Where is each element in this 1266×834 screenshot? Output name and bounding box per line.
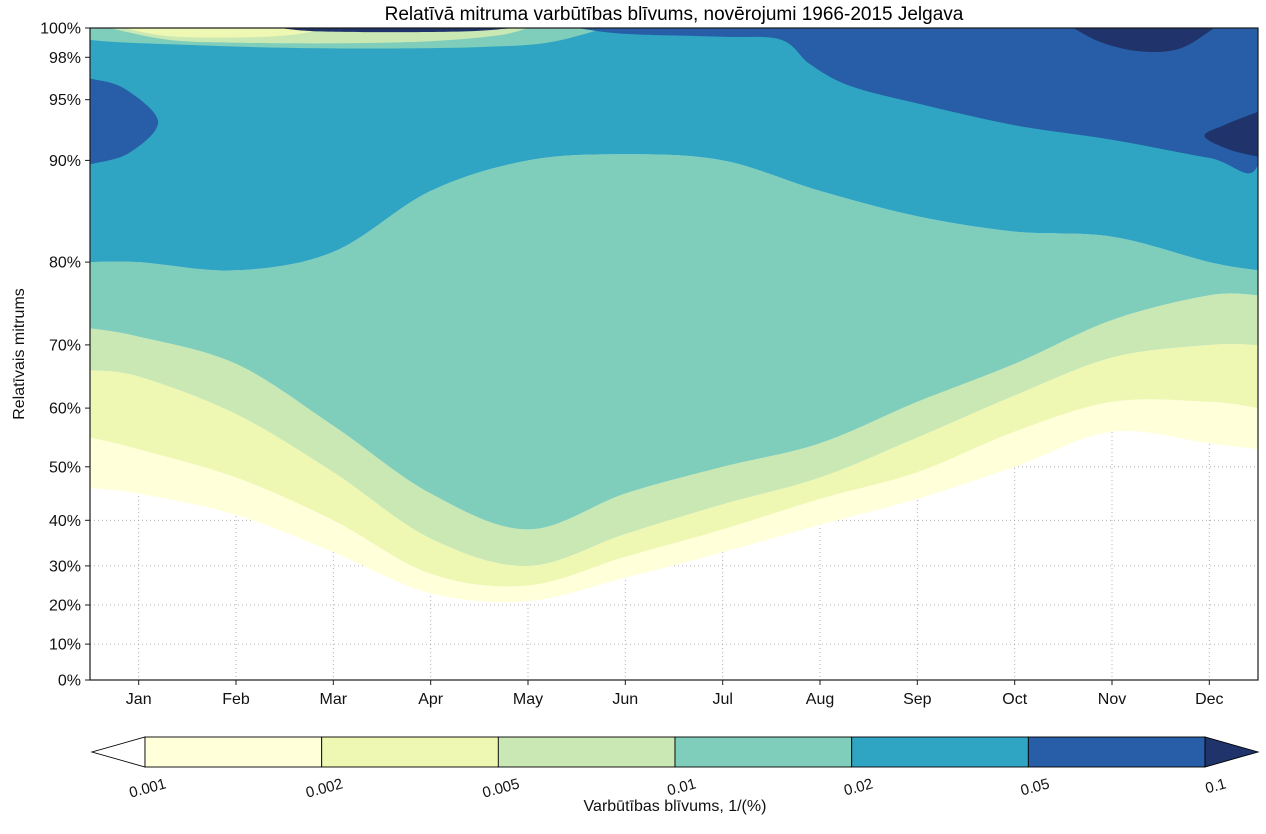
y-tick-label: 90% <box>49 153 81 170</box>
x-tick-label: Jun <box>612 691 638 708</box>
y-tick-label: 30% <box>49 558 81 575</box>
chart-title: Relatīvā mitruma varbūtības blīvums, nov… <box>384 4 964 25</box>
colorbar-segment-band_0.002_0.005 <box>321 736 499 768</box>
y-tick-label: 80% <box>49 255 81 272</box>
y-tick-label: 100% <box>40 21 81 38</box>
colorbar-tick-label: 0.01 <box>665 775 698 799</box>
contour-patch-nov-top-navy <box>1073 28 1215 53</box>
colorbar-segment-band_0.001_0.002 <box>144 736 323 768</box>
y-tick-label: 40% <box>49 513 81 530</box>
contour-band-band_0.002_0.005 <box>90 343 1258 587</box>
contour-patch-top-strip-pale <box>124 28 324 38</box>
colorbar-segment-band_0.005_0.01 <box>497 736 676 768</box>
contour-fills <box>90 28 1258 603</box>
colorbar-tick-label: 0.001 <box>127 775 168 801</box>
contour-band-band_0.005_0.01 <box>90 293 1258 566</box>
x-tick-label: Jan <box>126 691 152 708</box>
colorbar-segment-band_0.05_0.1 <box>1027 736 1206 768</box>
y-tick-label: 95% <box>49 92 81 109</box>
colorbar: 0.001 0.002 0.005 0.01 0.02 0.05 0.1 <box>90 736 1260 802</box>
colorbar-tick-label: 0.02 <box>842 775 875 799</box>
x-tick-label: Aug <box>806 691 834 708</box>
colorbar-segment-band_0.01_0.02 <box>674 736 853 768</box>
x-tick-label: Oct <box>1002 691 1027 708</box>
x-tick-label: Mar <box>320 691 348 708</box>
x-tick-label: May <box>513 691 543 708</box>
x-tick-label: Feb <box>222 691 250 708</box>
plot-frame <box>89 27 1259 681</box>
y-tick-label: 0% <box>58 673 81 690</box>
x-tick-label: Sep <box>903 691 932 708</box>
colorbar-tick-label: 0.1 <box>1203 775 1228 797</box>
x-tick-label: Dec <box>1195 691 1223 708</box>
y-tick-label: 60% <box>49 401 81 418</box>
contour-band-band_0.001_0.002 <box>90 399 1258 603</box>
contour-patch-dec-edge-navy <box>1204 111 1258 157</box>
x-tick-label: Apr <box>418 691 444 708</box>
contour-patch-autumn-high-dark <box>576 28 1258 174</box>
colorbar-tick-label: 0.005 <box>481 775 522 801</box>
x-tick-label: Nov <box>1098 691 1126 708</box>
contour-band-band_0.01_0.02 <box>90 154 1258 530</box>
contour-patch-jan-high-dark <box>90 78 159 165</box>
y-tick-label: 98% <box>49 50 81 67</box>
y-tick-label: 20% <box>49 598 81 615</box>
colorbar-tick-label: 0.002 <box>304 775 345 801</box>
colorbar-under-arrow <box>90 736 146 768</box>
colorbar-over-arrow <box>1204 736 1260 768</box>
x-tick-label: Jul <box>712 691 732 708</box>
axes: 0% 10% 20% 30% 40% 50% 60% 70% 80% 90% 95% 98% 100% J… <box>40 21 1223 709</box>
contour-patch-top-strip-navy <box>279 28 514 33</box>
colorbar-segment-band_0.02_0.05 <box>851 736 1029 768</box>
y-tick-label: 50% <box>49 459 81 476</box>
y-tick-label: 10% <box>49 637 81 654</box>
colorbar-tick-label: 0.05 <box>1019 775 1052 799</box>
colorbar-label: Varbūtības blīvums, 1/(%) <box>583 798 767 815</box>
y-tick-label: 70% <box>49 337 81 354</box>
